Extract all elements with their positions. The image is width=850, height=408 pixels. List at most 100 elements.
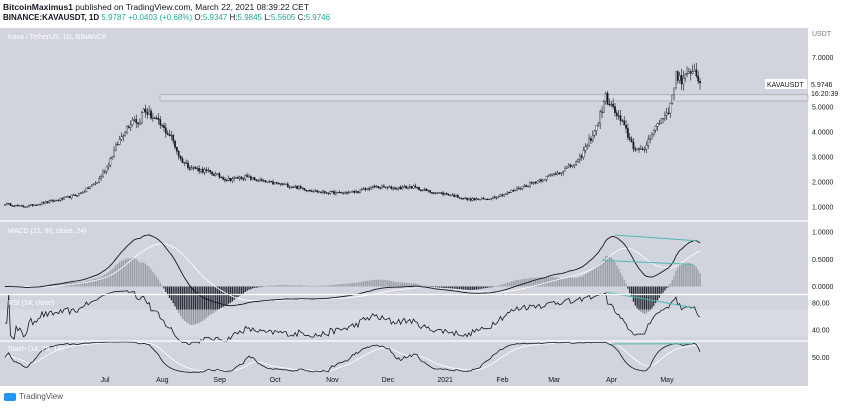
macd-histogram-bar (80, 281, 82, 287)
candle (115, 144, 117, 151)
rsi-label: RSI (14, close) (8, 300, 54, 307)
tradingview-brand: TradingView (19, 392, 64, 401)
candle (220, 176, 223, 179)
candle (305, 189, 308, 192)
candle (50, 200, 53, 202)
macd-histogram-bar (688, 262, 690, 287)
candle (6, 203, 8, 205)
macd-histogram-bar (298, 285, 300, 287)
time-tick-label: Jul (101, 377, 110, 384)
candle (257, 180, 260, 182)
candle (96, 182, 99, 184)
time-tick-label: Aug (156, 377, 169, 384)
macd-histogram-bar (357, 282, 359, 287)
candle (449, 194, 452, 197)
candle (458, 197, 461, 199)
macd-histogram-bar (222, 286, 224, 307)
candle (275, 182, 278, 184)
candle (179, 155, 182, 159)
candle (497, 196, 500, 198)
macd-histogram-bar (131, 257, 134, 287)
macd-histogram-bar (679, 265, 681, 287)
macd-histogram-bar (590, 270, 592, 287)
macd-histogram-bar (555, 277, 557, 287)
candle (314, 190, 317, 192)
macd-histogram-bar (577, 277, 579, 287)
candle (584, 146, 587, 151)
close-label: C: (297, 13, 306, 22)
candle (286, 183, 289, 188)
candle (591, 134, 594, 141)
candle (351, 191, 354, 193)
macd-histogram-bar (601, 261, 603, 287)
candle (207, 169, 210, 172)
macd-histogram-bar (538, 277, 540, 287)
candle (656, 123, 659, 127)
macd-histogram-bar (93, 278, 95, 287)
candle (462, 198, 465, 200)
macd-histogram-bar (625, 283, 627, 287)
candle (379, 187, 382, 189)
price-chart[interactable]: 1.00002.00003.00004.00005.00006.00007.00… (0, 28, 850, 388)
candle (407, 186, 409, 189)
candle (336, 191, 339, 194)
macd-label: MACD (21, 50, close, 24) (8, 228, 87, 235)
macd-histogram-bar (194, 286, 197, 325)
candle (109, 158, 112, 166)
tradingview-logo[interactable]: TradingView (4, 392, 63, 401)
macd-histogram-bar (350, 283, 352, 287)
price-tick-label: 2.0000 (812, 179, 834, 186)
macd-histogram-bar (379, 279, 381, 287)
candle (137, 122, 139, 125)
candle (307, 190, 309, 192)
rsi-tick-label: 40.00 (812, 327, 830, 334)
candle (527, 185, 529, 188)
candle (493, 196, 496, 199)
macd-histogram-bar (56, 283, 58, 287)
macd-histogram-bar (292, 285, 294, 287)
candle (320, 191, 322, 193)
candle (74, 194, 77, 196)
author-name[interactable]: BitcoinMaximus1 (3, 2, 73, 12)
candle (471, 198, 474, 201)
candle (298, 186, 300, 189)
candle (662, 118, 664, 120)
candle (102, 171, 104, 177)
candle (296, 186, 298, 189)
macd-histogram-bar (451, 286, 453, 290)
candle (31, 204, 34, 206)
candle (48, 200, 51, 203)
candle (229, 177, 232, 181)
candle (564, 167, 566, 172)
macd-histogram-bar (361, 281, 363, 287)
candle (652, 129, 655, 135)
macd-histogram-bar (340, 284, 343, 287)
candle (538, 179, 541, 182)
candle (279, 183, 282, 185)
candle (187, 162, 189, 168)
macd-histogram-bar (614, 262, 616, 287)
macd-histogram-bar (564, 278, 566, 287)
candle (170, 134, 173, 137)
last-price: 5.9787 (101, 13, 126, 22)
macd-histogram-bar (107, 272, 110, 287)
macd-histogram-bar (353, 282, 355, 287)
macd-histogram-bar (499, 284, 502, 287)
macd-histogram-bar (200, 286, 202, 322)
candle (466, 197, 468, 200)
candle (431, 192, 433, 194)
macd-histogram-bar (235, 286, 237, 299)
macd-histogram-bar (270, 285, 272, 287)
macd-histogram-bar (179, 286, 182, 316)
macd-histogram-bar (174, 286, 176, 307)
candle (37, 204, 40, 206)
macd-histogram-bar (597, 265, 599, 287)
macd-histogram-bar (656, 286, 659, 301)
candle (285, 183, 287, 185)
candle (427, 190, 430, 192)
candle (464, 197, 467, 200)
candle (18, 205, 21, 207)
candle (423, 189, 426, 191)
macd-histogram-bar (133, 257, 136, 287)
macd-histogram-bar (359, 282, 361, 287)
